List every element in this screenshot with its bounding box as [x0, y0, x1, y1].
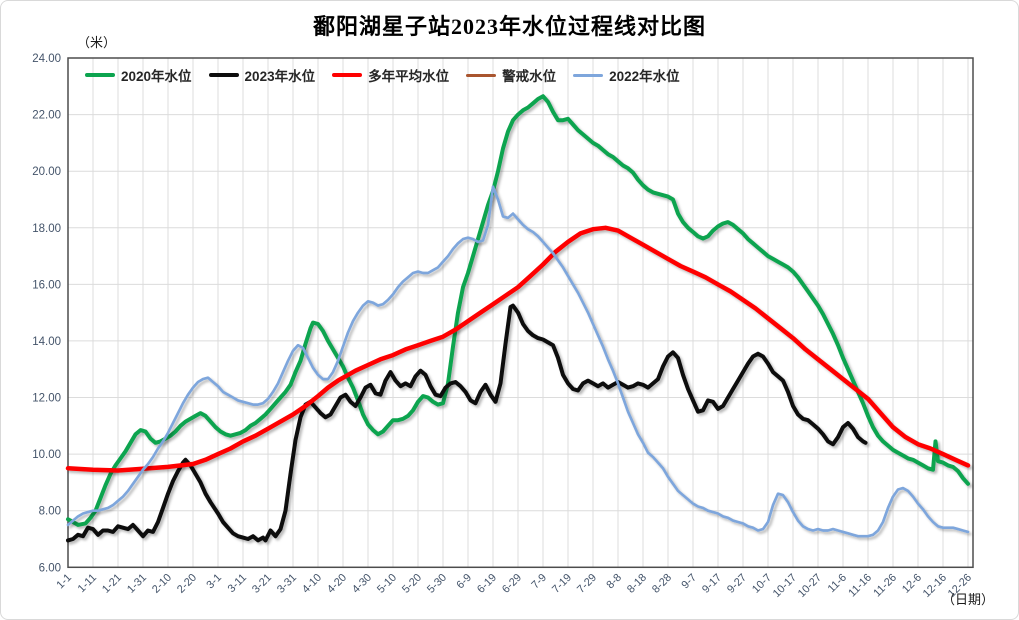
legend: 2020年水位 2023年水位 多年平均水位 警戒水位 2022年水位 [85, 65, 680, 85]
series-avg-line [65, 225, 971, 473]
x-tick-label: 9-17 [700, 572, 724, 596]
legend-swatch-series-warning [466, 73, 497, 77]
x-tick-label: 11-26 [871, 572, 899, 600]
legend-item-series-2022: 2022年水位 [573, 65, 680, 85]
legend-label: 警戒水位 [502, 69, 557, 84]
y-tick-label: 6.00 [39, 562, 61, 574]
y-tick-label: 22.00 [32, 110, 61, 122]
plot-border [67, 57, 974, 569]
y-tick-label: 18.00 [32, 223, 61, 235]
x-tick-label: 10-27 [796, 572, 824, 600]
legend-item-series-avg: 多年平均水位 [332, 65, 449, 85]
x-tick-label: 8-28 [650, 572, 674, 596]
y-tick-label: 10.00 [32, 449, 61, 461]
y-tick-label: 12.00 [32, 393, 61, 405]
legend-swatch-series-2023 [208, 73, 239, 77]
x-tick-label: 7-29 [575, 572, 599, 596]
legend-swatch-series-2020 [85, 73, 115, 77]
x-tick-label: 1-11 [76, 572, 99, 595]
x-tick-label: 4-10 [300, 572, 324, 596]
legend-label: 多年平均水位 [368, 69, 450, 84]
legend-item-series-warning: 警戒水位 [466, 65, 556, 85]
x-tick-label: 6-19 [475, 572, 499, 596]
x-tick-label: 1-31 [125, 572, 149, 596]
legend-item-series-2023: 2023年水位 [208, 65, 316, 85]
x-tick-label: 3-31 [275, 572, 299, 596]
x-tick-label: 8-18 [625, 572, 649, 596]
y-tick-label: 14.00 [32, 336, 61, 348]
x-tick-label: 4-30 [350, 572, 374, 596]
chart-title: 鄱阳湖星子站2023年水位过程线对比图 [312, 14, 706, 39]
x-tick-label: 5-30 [425, 572, 449, 596]
x-tick-label: 3-21 [250, 572, 274, 596]
x-tick-label: 11-16 [846, 572, 874, 600]
y-tick-label: 24.00 [32, 53, 61, 65]
x-tick-label: 4-20 [325, 572, 349, 596]
x-tick-label: 5-20 [400, 572, 424, 596]
x-tick-label: 10-17 [771, 572, 799, 600]
x-tick-label: 1-21 [100, 572, 124, 596]
x-axis-unit-label: （日期） [942, 592, 995, 607]
x-tick-label: 7-9 [529, 572, 549, 592]
y-tick-label: 8.00 [39, 506, 61, 518]
legend-swatch-series-2022 [573, 73, 604, 77]
legend-item-series-2020: 2020年水位 [85, 65, 192, 85]
x-tick-label: 9-7 [679, 572, 699, 592]
legend-swatch-series-avg [332, 73, 363, 77]
x-tick-label: 1-1 [54, 572, 74, 592]
x-tick-label: 9-27 [725, 572, 749, 596]
y-tick-label: 20.00 [32, 166, 61, 178]
x-tick-label: 5-10 [375, 572, 399, 596]
y-axis-unit-label: （米） [77, 35, 117, 50]
x-tick-label: 6-9 [454, 572, 474, 592]
x-tick-label: 3-1 [204, 572, 224, 592]
y-tick-label: 16.00 [32, 279, 61, 291]
legend-label: 2023年水位 [244, 69, 316, 84]
series-2020-line [66, 94, 970, 527]
x-tick-label: 2-10 [150, 572, 174, 596]
x-tick-label: 8-8 [604, 572, 624, 592]
legend-label: 2022年水位 [609, 69, 680, 84]
x-tick-label: 6-29 [500, 572, 524, 596]
series-2022-line [66, 185, 970, 538]
x-tick-label: 7-19 [550, 572, 574, 596]
x-tick-label: 2-20 [175, 572, 199, 596]
x-tick-label: 3-11 [226, 572, 249, 595]
series-2023-line [66, 303, 868, 543]
legend-label: 2020年水位 [121, 69, 192, 84]
